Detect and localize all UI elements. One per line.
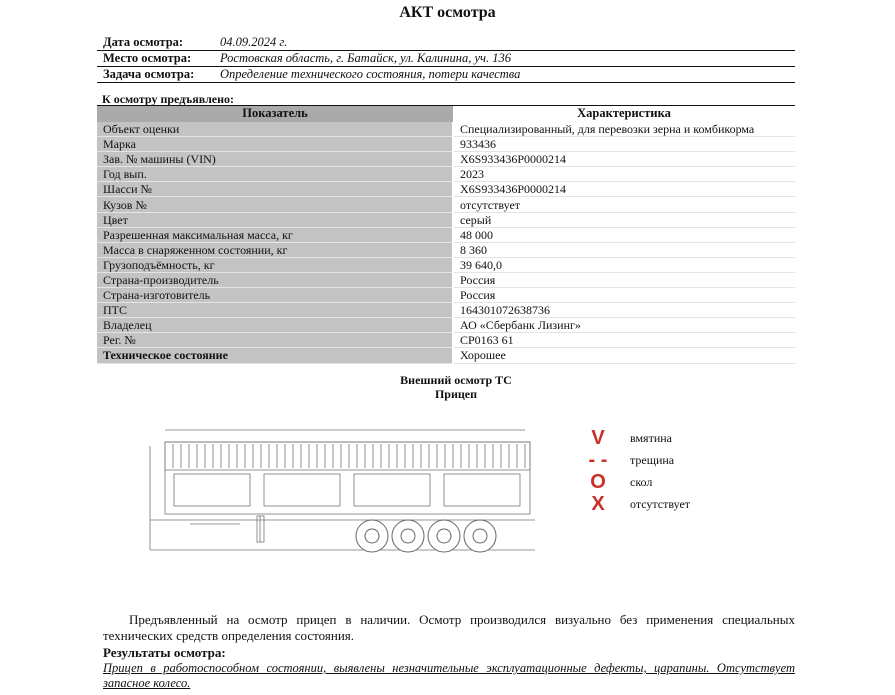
trailer-drawing	[149, 429, 535, 553]
info-label: Место осмотра:	[103, 51, 192, 65]
value-cell: 933436	[453, 136, 795, 153]
legend-symbol-icon: X	[591, 493, 605, 515]
table-row: Год вып. 2023	[97, 166, 795, 183]
indicator-cell: Техническое состояние	[97, 347, 454, 364]
info-value: Определение технического состояния, поте…	[220, 67, 521, 81]
section-heading: К осмотру предъявлено:	[102, 92, 235, 106]
table-header: Показатель Характеристика	[97, 105, 795, 122]
table-row: Рег. № СР0163 61	[97, 332, 795, 349]
table-row: Объект оценки Специализированный, для пер…	[97, 121, 795, 138]
table-row: Кузов № отсутствует	[97, 196, 795, 213]
indicator-cell: Объект оценки	[97, 121, 454, 138]
indicator-cell: Владелец	[97, 317, 454, 334]
value-cell: отсутствует	[453, 196, 795, 213]
value-cell: X6S933436P0000214	[453, 181, 795, 198]
table-row: Шасси № X6S933436P0000214	[97, 181, 795, 198]
value-cell: Россия	[453, 287, 795, 304]
value-cell: 48 000	[453, 227, 795, 243]
indicator-cell: Разрешенная максимальная масса, кг	[97, 227, 454, 243]
indicator-cell: Год вып.	[97, 166, 454, 183]
indicator-cell: Рег. №	[97, 332, 454, 349]
indicator-cell: Масса в снаряженном состоянии, кг	[97, 242, 454, 258]
info-value: Ростовская область, г. Батайск, ул. Кали…	[220, 51, 511, 65]
indicator-cell: Цвет	[97, 212, 454, 228]
table-row: Зав. № машины (VIN) X6S933436P0000214	[97, 151, 795, 168]
inspection-paragraph: Предъявленный на осмотр прицеп в наличии…	[103, 612, 795, 643]
header-characteristic: Характеристика	[577, 106, 671, 121]
info-value: 04.09.2024 г.	[220, 35, 288, 49]
table-row: Страна-изготовитель Россия	[97, 287, 795, 304]
table-row: Техническое состояние Хорошее	[97, 347, 795, 364]
indicator-cell: Шасси №	[97, 181, 454, 198]
indicator-cell: Кузов №	[97, 196, 454, 213]
info-label: Дата осмотра:	[103, 35, 184, 49]
header-indicator: Показатель	[97, 105, 453, 122]
value-cell: 164301072638736	[453, 302, 795, 319]
value-cell: АО «Сбербанк Лизинг»	[453, 317, 795, 334]
results-text: Прицеп в работоспособном состоянии, выяв…	[103, 661, 795, 690]
inspection-title: Внешний осмотр ТС	[400, 373, 512, 387]
table-row: Страна-производитель Россия	[97, 272, 795, 289]
table-row: Масса в снаряженном состоянии, кг 8 360	[97, 242, 795, 258]
indicator-cell: Страна-изготовитель	[97, 287, 454, 304]
info-row-date: Дата осмотра: 04.09.2024 г.	[97, 35, 795, 51]
value-cell: Специализированный, для перевозки зерна …	[453, 121, 795, 138]
table-row: ПТС 164301072638736	[97, 302, 795, 319]
legend-label: вмятина	[630, 431, 672, 445]
legend-symbol-icon: O	[590, 471, 606, 493]
value-cell: СР0163 61	[453, 332, 795, 349]
results-heading: Результаты осмотра:	[103, 645, 226, 660]
value-cell: X6S933436P0000214	[453, 151, 795, 168]
table-row: Разрешенная максимальная масса, кг 48 000	[97, 227, 795, 243]
indicator-cell: Зав. № машины (VIN)	[97, 151, 454, 168]
indicator-cell: Грузоподъёмность, кг	[97, 257, 454, 273]
info-row-task: Задача осмотра: Определение технического…	[97, 67, 795, 83]
inspection-subtitle: Прицеп	[434, 387, 478, 401]
legend-symbol-icon: - -	[588, 449, 608, 471]
indicator-cell: ПТС	[97, 302, 454, 319]
document-title: АКТ осмотра	[399, 4, 496, 21]
indicator-cell: Марка	[97, 136, 454, 153]
table-row: Марка 933436	[97, 136, 795, 153]
vehicle-table: Показатель Характеристика Объект оценки С…	[97, 105, 795, 364]
value-cell: Хорошее	[453, 347, 795, 364]
value-cell: Россия	[453, 272, 795, 289]
info-label: Задача осмотра:	[103, 67, 195, 81]
legend-label: трещина	[630, 453, 675, 467]
legend-label: скол	[630, 475, 653, 489]
legend-symbol-icon: V	[591, 427, 605, 449]
table-row: Цвет серый	[97, 212, 795, 228]
info-row-place: Место осмотра: Ростовская область, г. Ба…	[97, 51, 795, 67]
indicator-cell: Страна-производитель	[97, 272, 454, 289]
value-cell: 8 360	[453, 242, 795, 258]
value-cell: 39 640,0	[453, 257, 795, 273]
table-row: Владелец АО «Сбербанк Лизинг»	[97, 317, 795, 334]
value-cell: 2023	[453, 166, 795, 183]
table-row: Грузоподъёмность, кг 39 640,0	[97, 257, 795, 273]
legend-label: отсутствует	[630, 497, 691, 511]
value-cell: серый	[453, 212, 795, 228]
